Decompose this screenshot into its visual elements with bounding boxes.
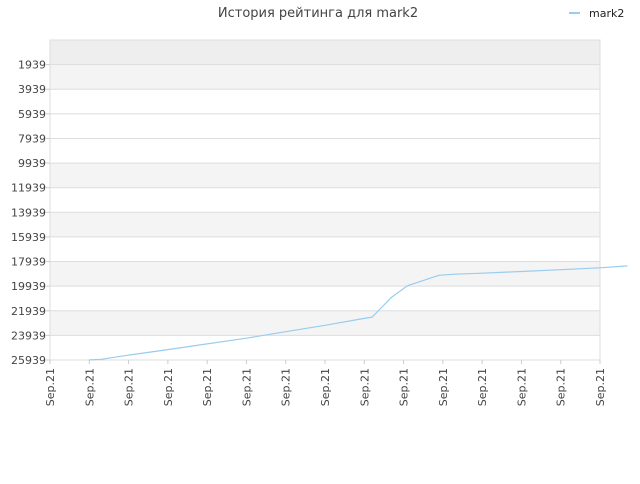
y-tick-label: 7939 xyxy=(18,132,46,145)
x-tick-label: Sep.21 xyxy=(123,368,136,406)
y-tick-label: 25939 xyxy=(11,354,46,367)
plot-band xyxy=(50,64,600,90)
x-tick-label: Sep.21 xyxy=(280,368,293,406)
plot-band xyxy=(50,163,600,188)
series-layer xyxy=(89,265,628,361)
y-tick-label: 5939 xyxy=(18,108,46,121)
y-tick-label: 23939 xyxy=(11,329,46,342)
plot-band xyxy=(50,40,600,65)
plot-band xyxy=(50,187,600,213)
y-axis: 1939 3939 5939 7939 9939 11939 13939 15939 17939… xyxy=(11,59,50,367)
plot-bands xyxy=(50,40,600,360)
plot-band xyxy=(50,113,600,139)
legend[interactable]: mark2 xyxy=(569,7,624,20)
plot-band xyxy=(50,212,600,237)
y-tick-label: 15939 xyxy=(11,231,46,244)
x-tick-label: Sep.21 xyxy=(594,368,607,406)
x-tick-label: Sep.21 xyxy=(240,368,253,406)
plot-band xyxy=(50,335,600,360)
y-tick-label: 21939 xyxy=(11,305,46,318)
plot-band xyxy=(50,261,600,287)
x-tick-label: Sep.21 xyxy=(437,368,450,406)
x-axis: Sep.21 Sep.21 Sep.21 Sep.21 Sep.21 Sep.21 Sep.… xyxy=(44,360,607,406)
x-tick-label: Sep.21 xyxy=(201,368,214,406)
plot-band xyxy=(50,310,600,336)
y-tick-label: 19939 xyxy=(11,280,46,293)
chart-title: История рейтинга для mark2 xyxy=(218,6,418,21)
x-tick-label: Sep.21 xyxy=(555,368,568,406)
y-tick-label: 13939 xyxy=(11,206,46,219)
plot-band xyxy=(50,236,600,262)
y-tick-label: 1939 xyxy=(18,59,46,72)
y-tick-label: 11939 xyxy=(11,182,46,195)
plot-band xyxy=(50,89,600,114)
legend-label: mark2 xyxy=(589,7,624,20)
x-tick-label: Sep.21 xyxy=(358,368,371,406)
x-tick-label: Sep.21 xyxy=(476,368,489,406)
series-line-mark2 xyxy=(89,265,628,361)
plot-band xyxy=(50,138,600,164)
y-tick-label: 17939 xyxy=(11,256,46,269)
x-tick-label: Sep.21 xyxy=(162,368,175,406)
plot-band xyxy=(50,286,600,311)
y-tick-label: 3939 xyxy=(18,83,46,96)
x-tick-label: Sep.21 xyxy=(398,368,411,406)
x-tick-label: Sep.21 xyxy=(319,368,332,406)
x-tick-label: Sep.21 xyxy=(83,368,96,406)
y-tick-label: 9939 xyxy=(18,157,46,170)
x-tick-label: Sep.21 xyxy=(515,368,528,406)
x-tick-label: Sep.21 xyxy=(44,368,57,406)
